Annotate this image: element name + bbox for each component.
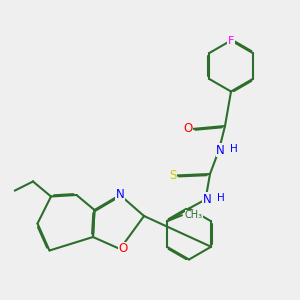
Text: H: H bbox=[230, 143, 238, 154]
Text: CH₃: CH₃ bbox=[185, 210, 203, 220]
Text: O: O bbox=[183, 122, 192, 136]
Text: N: N bbox=[216, 143, 225, 157]
Text: F: F bbox=[228, 35, 234, 46]
Text: N: N bbox=[116, 188, 124, 202]
Text: S: S bbox=[169, 169, 176, 182]
Text: O: O bbox=[118, 242, 127, 256]
Text: N: N bbox=[202, 193, 211, 206]
Text: H: H bbox=[217, 193, 225, 203]
